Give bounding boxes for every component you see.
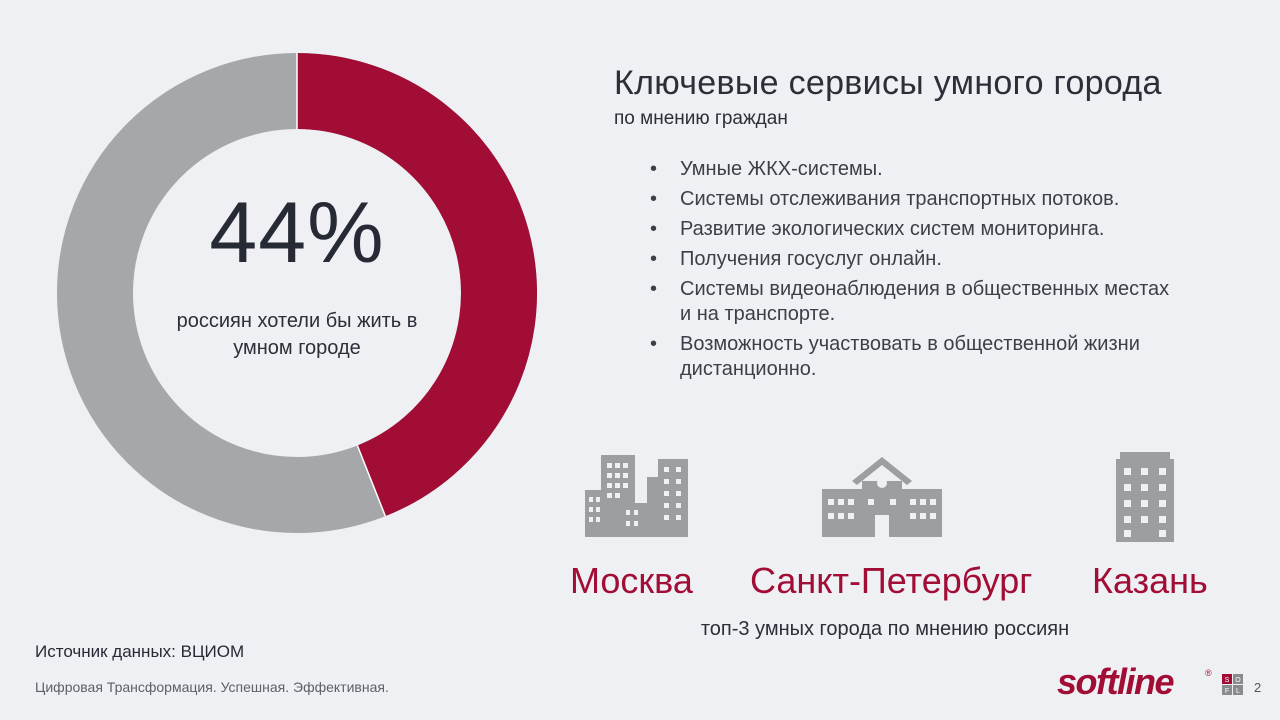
services-list-item: Развитие экологических систем мониторинг… bbox=[650, 217, 1170, 242]
logo-grid-icon: S O F L bbox=[1222, 674, 1243, 695]
services-list-item: Возможность участвовать в общественной ж… bbox=[650, 332, 1170, 382]
slide-subtitle: по мнению граждан bbox=[614, 108, 788, 129]
cities-caption: топ-3 умных города по мнению россиян bbox=[700, 618, 1070, 640]
donut-highlight-segment bbox=[296, 53, 537, 517]
percent-caption: россиян хотели бы жить в умном городе bbox=[176, 310, 418, 359]
softline-logo: softline bbox=[1057, 661, 1175, 702]
percent-donut-chart bbox=[57, 53, 537, 533]
city-name-moscow: Москва bbox=[570, 560, 693, 601]
page-number: 2 bbox=[1254, 680, 1262, 695]
footer-tagline: Цифровая Трансформация. Успешная. Эффект… bbox=[35, 679, 389, 695]
data-source: Источник данных: ВЦИОМ bbox=[35, 642, 245, 661]
percent-value: 44% bbox=[209, 185, 385, 281]
city-name-saint-petersburg: Санкт-Петербург bbox=[750, 560, 1033, 601]
city-buildings-icon bbox=[585, 455, 688, 537]
logo-grid-letter: S bbox=[1225, 677, 1230, 684]
office-tower-icon bbox=[1116, 452, 1174, 542]
logo-registered-mark: ® bbox=[1205, 668, 1212, 678]
city-name-kazan: Казань bbox=[1092, 560, 1208, 601]
logo-grid-letter: L bbox=[1236, 688, 1240, 695]
donut-separator-end bbox=[356, 445, 387, 517]
services-list-item: Умные ЖКХ-системы. bbox=[650, 157, 1170, 182]
services-list-item: Системы отслеживания транспортных потоко… bbox=[650, 187, 1170, 212]
services-list: Умные ЖКХ-системы. Системы отслеживания … bbox=[650, 157, 1170, 387]
public-building-icon bbox=[822, 457, 942, 537]
slide-title: Ключевые сервисы умного города bbox=[614, 64, 1162, 102]
services-list-item: Получения госуслуг онлайн. bbox=[650, 247, 1170, 272]
logo-grid-letter: O bbox=[1235, 677, 1241, 684]
logo-grid-letter: F bbox=[1225, 688, 1229, 695]
services-list-item: Системы видеонаблюдения в общественных м… bbox=[650, 277, 1170, 327]
